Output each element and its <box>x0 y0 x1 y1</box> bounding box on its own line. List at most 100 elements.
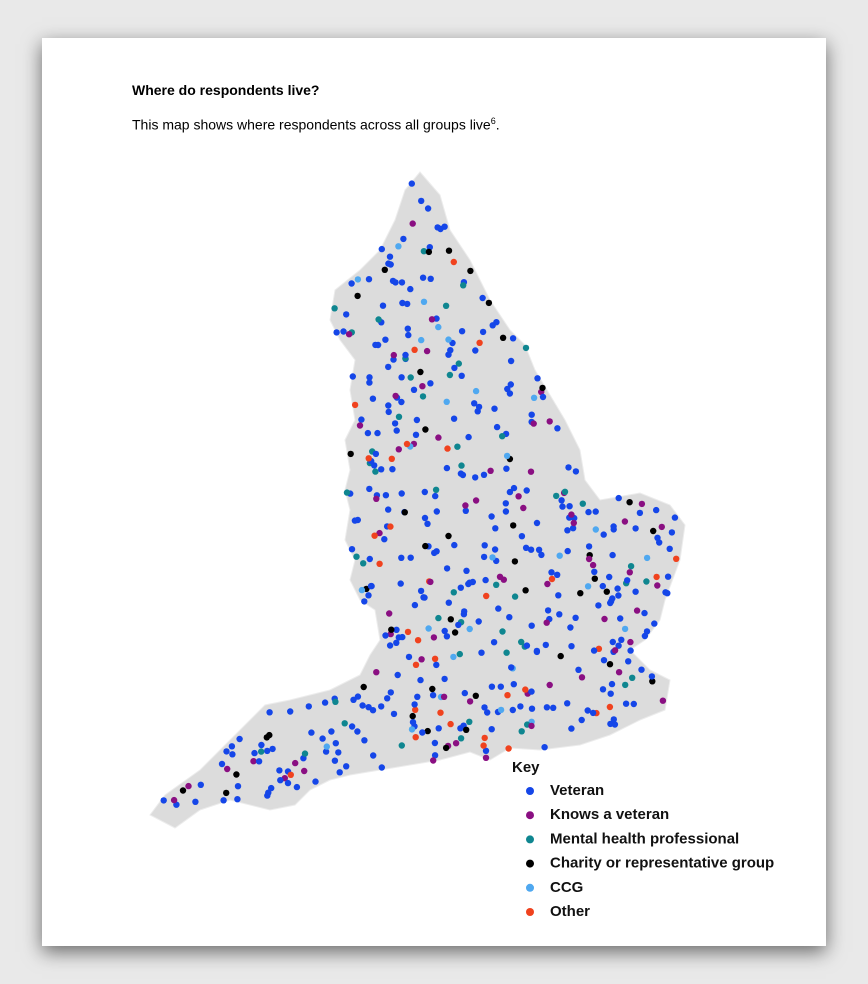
respondent-dot <box>349 373 356 380</box>
respondent-dot <box>481 734 488 742</box>
respondent-dot <box>403 440 411 448</box>
respondent-dot <box>421 514 429 522</box>
respondent-dot <box>528 411 535 418</box>
respondent-dot <box>617 615 624 622</box>
respondent-dot <box>395 413 403 420</box>
respondent-dot <box>627 638 634 646</box>
respondent-dot <box>437 225 444 233</box>
respondent-dot <box>447 720 454 728</box>
respondent-dot <box>251 749 258 757</box>
respondent-dot <box>528 705 536 712</box>
respondent-dot <box>548 569 555 576</box>
respondent-dot <box>624 577 631 584</box>
respondent-dot <box>626 569 633 576</box>
respondent-dot <box>360 560 367 567</box>
respondent-dot <box>546 418 553 425</box>
respondent-dot <box>673 555 680 562</box>
respondent-dot <box>305 703 312 710</box>
respondent-dot <box>459 471 467 479</box>
key-label: Veteran <box>550 782 604 799</box>
respondent-dot <box>627 563 635 570</box>
respondent-dot <box>450 258 457 266</box>
respondent-dot <box>427 578 434 586</box>
respondent-dot <box>584 583 592 590</box>
respondent-dot <box>400 235 407 243</box>
respondent-dot <box>572 468 580 475</box>
respondent-dot <box>509 335 517 342</box>
respondent-dot <box>495 605 502 612</box>
respondent-dot <box>578 716 585 724</box>
respondent-dot <box>445 336 452 343</box>
respondent-dot <box>223 748 230 755</box>
respondent-dot <box>269 745 276 753</box>
respondent-dot <box>445 532 452 540</box>
respondent-dot <box>557 652 564 660</box>
respondent-dot <box>589 561 597 569</box>
respondent-dot <box>510 522 517 529</box>
respondent-dot <box>569 525 577 532</box>
respondent-dot <box>393 639 400 646</box>
respondent-dot <box>455 621 462 629</box>
respondent-dot <box>528 722 535 730</box>
respondent-dot <box>431 739 439 747</box>
respondent-dot <box>506 614 513 621</box>
respondent-dot <box>408 180 415 187</box>
respondent-dot <box>609 638 616 646</box>
respondent-dot <box>250 758 257 765</box>
key-swatch <box>526 883 534 892</box>
key-label: CCG <box>550 879 583 896</box>
respondent-dot <box>489 554 496 561</box>
key-title: Key <box>512 759 540 776</box>
respondent-dot <box>372 450 380 458</box>
respondent-dot <box>568 643 575 650</box>
respondent-dot <box>599 582 606 590</box>
respondent-dot <box>373 669 380 676</box>
respondent-dot <box>266 709 273 716</box>
respondent-dot <box>544 607 552 614</box>
respondent-dot <box>493 423 501 431</box>
respondent-dot <box>405 653 413 661</box>
respondent-dot <box>502 508 510 515</box>
respondent-dot <box>418 656 425 663</box>
respondent-dot <box>465 433 472 441</box>
respondent-dot <box>366 379 373 386</box>
respondent-dot <box>414 693 421 700</box>
respondent-dot <box>421 594 428 601</box>
respondent-dot <box>236 735 243 743</box>
respondent-dot <box>668 529 676 536</box>
respondent-dot <box>376 560 383 567</box>
respondent-dot <box>308 729 315 736</box>
respondent-dot <box>431 655 439 662</box>
respondent-dot <box>522 587 529 594</box>
respondent-dot <box>461 689 468 697</box>
respondent-dot <box>378 764 385 771</box>
respondent-dot <box>407 374 414 381</box>
respondent-dot <box>480 471 488 478</box>
respondent-dot <box>458 328 466 335</box>
respondent-dot <box>499 433 506 440</box>
respondent-dot <box>443 633 451 640</box>
respondent-dot <box>479 328 487 336</box>
respondent-dot <box>611 721 619 728</box>
respondent-dot <box>358 586 366 594</box>
respondent-dot <box>255 758 263 765</box>
respondent-dot <box>622 700 630 707</box>
respondent-dot <box>543 704 551 711</box>
respondent-dot <box>533 519 541 527</box>
respondent-dot <box>385 506 392 513</box>
respondent-dot <box>293 783 301 791</box>
respondent-dot <box>379 302 387 309</box>
respondent-dot <box>550 704 557 711</box>
respondent-dot <box>522 544 530 551</box>
respondent-dot <box>466 579 473 586</box>
respondent-dot <box>218 760 226 768</box>
respondent-dot <box>456 650 463 658</box>
respondent-dot <box>365 455 372 462</box>
respondent-dot <box>319 735 326 742</box>
respondent-dot <box>591 575 598 582</box>
respondent-dot <box>229 751 236 758</box>
respondent-dot <box>480 553 488 561</box>
respondent-dot <box>446 371 454 379</box>
respondent-dot <box>451 629 459 636</box>
